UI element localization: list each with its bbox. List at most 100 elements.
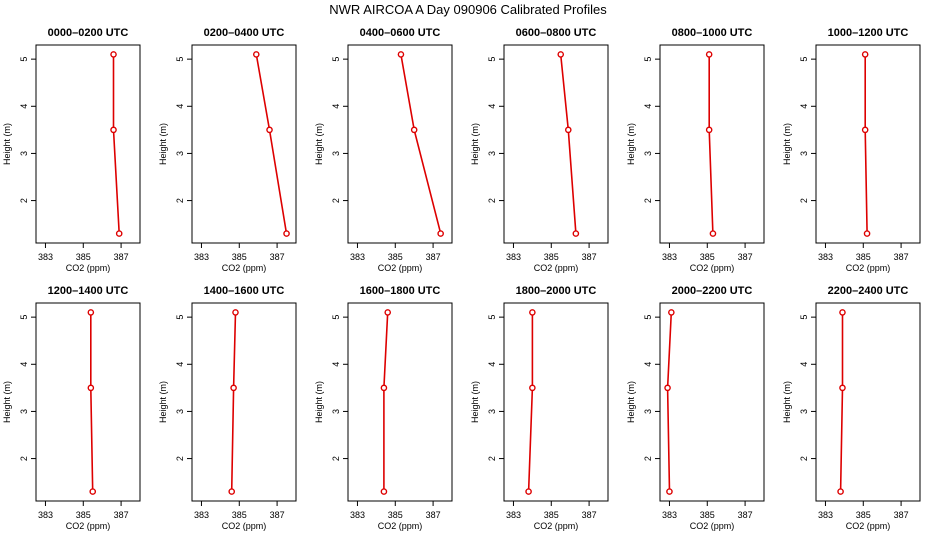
y-axis-label: Height (m) xyxy=(314,123,324,165)
data-point xyxy=(837,488,844,495)
y-tick-label: 4 xyxy=(19,104,29,109)
y-tick-label: 5 xyxy=(175,57,185,62)
profile-line xyxy=(864,54,868,234)
y-tick-label: 3 xyxy=(331,151,341,156)
data-point xyxy=(705,126,713,134)
data-point xyxy=(397,51,405,58)
panel-title: 0000–0200 UTC xyxy=(48,27,129,39)
y-tick-label: 5 xyxy=(19,57,29,62)
y-tick-label: 4 xyxy=(799,362,809,367)
panel-title: 0600–0800 UTC xyxy=(516,27,597,39)
plot-frame xyxy=(659,302,765,502)
y-tick-label: 3 xyxy=(487,151,497,156)
panel-title: 0200–0400 UTC xyxy=(204,27,285,39)
x-tick-label: 385 xyxy=(76,252,91,262)
y-tick-label: 5 xyxy=(643,57,653,62)
profile-line xyxy=(559,54,577,234)
x-tick-label: 383 xyxy=(818,510,833,520)
x-tick-label: 383 xyxy=(818,252,833,262)
y-axis-label: Height (m) xyxy=(2,123,12,165)
profile-line xyxy=(527,312,534,492)
plot-frame xyxy=(191,44,297,244)
y-tick-label: 2 xyxy=(331,198,341,203)
y-tick-label: 2 xyxy=(487,198,497,203)
y-axis-label: Height (m) xyxy=(626,381,636,423)
x-axis-label: CO2 (ppm) xyxy=(846,263,891,273)
y-tick-label: 3 xyxy=(175,151,185,156)
x-tick-label: 385 xyxy=(544,252,559,262)
panel-title: 2200–2400 UTC xyxy=(828,285,909,297)
data-point xyxy=(384,309,392,316)
data-point xyxy=(437,230,444,237)
y-tick-label: 4 xyxy=(487,362,497,367)
x-tick-label: 387 xyxy=(270,510,285,520)
x-axis-label: CO2 (ppm) xyxy=(66,263,111,273)
x-tick-label: 383 xyxy=(350,510,365,520)
plot-frame xyxy=(659,44,765,244)
x-axis-label: CO2 (ppm) xyxy=(534,263,579,273)
plot-frame xyxy=(815,302,921,502)
y-axis-label: Height (m) xyxy=(782,123,792,165)
x-tick-label: 383 xyxy=(194,510,209,520)
x-tick-label: 387 xyxy=(894,510,909,520)
y-tick-label: 3 xyxy=(799,151,809,156)
data-point xyxy=(861,51,869,58)
x-tick-label: 385 xyxy=(232,510,247,520)
data-point xyxy=(87,309,95,316)
plot-frame xyxy=(347,44,453,244)
y-axis-label: Height (m) xyxy=(158,123,168,165)
x-tick-label: 385 xyxy=(232,252,247,262)
y-axis-label: Height (m) xyxy=(158,381,168,423)
y-tick-label: 3 xyxy=(643,151,653,156)
plot-frame xyxy=(35,302,141,502)
x-axis-label: CO2 (ppm) xyxy=(66,521,111,531)
data-point xyxy=(668,309,675,316)
y-tick-label: 4 xyxy=(331,104,341,109)
x-tick-label: 383 xyxy=(38,510,53,520)
panel-title: 0400–0600 UTC xyxy=(360,27,441,39)
profile-line xyxy=(383,312,389,492)
y-tick-label: 2 xyxy=(799,198,809,203)
data-point xyxy=(87,384,95,392)
y-tick-label: 4 xyxy=(19,362,29,367)
y-tick-label: 2 xyxy=(175,456,185,461)
y-tick-label: 2 xyxy=(19,198,29,203)
plot-frame xyxy=(503,302,609,502)
y-tick-label: 2 xyxy=(799,456,809,461)
x-tick-label: 387 xyxy=(270,252,285,262)
y-tick-label: 3 xyxy=(487,409,497,414)
data-point xyxy=(664,384,671,392)
y-tick-label: 3 xyxy=(19,151,29,156)
x-tick-label: 387 xyxy=(738,252,753,262)
x-axis-label: CO2 (ppm) xyxy=(690,263,735,273)
y-tick-label: 5 xyxy=(175,315,185,320)
y-tick-label: 2 xyxy=(175,198,185,203)
data-point xyxy=(252,51,260,58)
y-tick-label: 5 xyxy=(799,315,809,320)
data-point xyxy=(115,230,123,237)
data-point xyxy=(266,126,273,134)
y-tick-label: 5 xyxy=(331,315,341,320)
y-tick-label: 2 xyxy=(331,456,341,461)
data-point xyxy=(110,51,117,58)
x-tick-label: 387 xyxy=(426,252,441,262)
y-tick-label: 4 xyxy=(643,362,653,367)
x-tick-label: 385 xyxy=(700,252,715,262)
y-tick-label: 3 xyxy=(175,409,185,414)
data-point xyxy=(666,488,673,495)
y-axis-label: Height (m) xyxy=(470,123,480,165)
y-tick-label: 4 xyxy=(175,104,185,109)
panel-title: 1800–2000 UTC xyxy=(516,285,597,297)
x-tick-label: 383 xyxy=(506,252,521,262)
data-point xyxy=(529,309,536,316)
y-tick-label: 3 xyxy=(799,409,809,414)
data-point xyxy=(572,230,580,237)
data-point xyxy=(839,384,846,392)
